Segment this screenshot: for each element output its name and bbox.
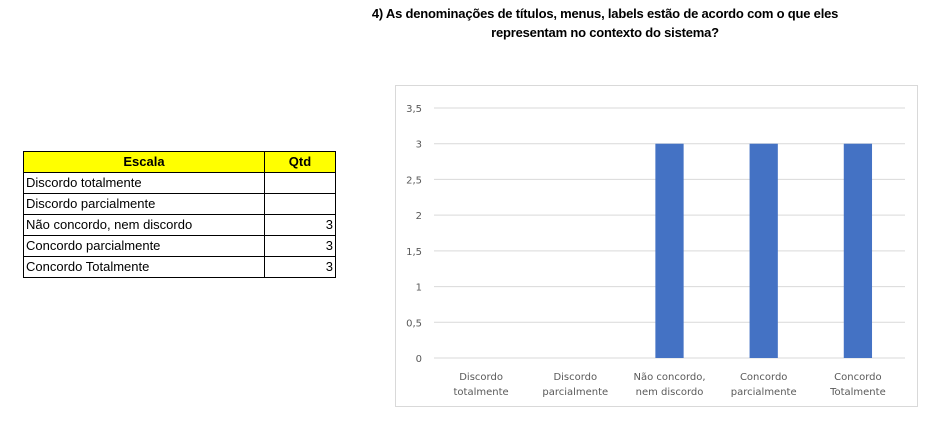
header-qtd: Qtd [264, 151, 336, 173]
row-label: Não concordo, nem discordo [23, 214, 265, 236]
bar [655, 143, 684, 358]
x-tick-label: Totalmente [829, 387, 886, 398]
bar [749, 143, 778, 358]
x-tick-label: nem discordo [636, 387, 704, 398]
row-label: Discordo totalmente [23, 172, 265, 194]
row-qtd [264, 172, 336, 194]
x-tick-label: totalmente [454, 387, 509, 398]
table-row: Discordo totalmente [23, 172, 336, 194]
x-tick-label: Discordo [553, 372, 597, 383]
row-qtd: 3 [264, 235, 336, 257]
y-tick-label: 1,5 [406, 247, 422, 258]
y-tick-label: 1 [416, 283, 422, 294]
y-tick-label: 3 [416, 140, 422, 151]
chart-title-line-2: representam no contexto do sistema? [491, 25, 719, 40]
row-label: Concordo parcialmente [23, 235, 265, 257]
x-tick-label: parcialmente [542, 387, 608, 398]
chart-area: 0 0,5 1 1,5 2 2,5 3 3,5 Discordo totalmente Discor… [395, 85, 918, 407]
x-tick-label: Discordo [459, 372, 503, 383]
table-row: Não concordo, nem discordo 3 [23, 214, 336, 236]
scale-table: Escala Qtd Discordo totalmente Discordo … [23, 151, 336, 278]
table-row: Concordo parcialmente 3 [23, 235, 336, 257]
y-tick-label: 2,5 [406, 175, 422, 186]
table-header-row: Escala Qtd [23, 151, 336, 173]
y-tick-label: 3,5 [406, 104, 422, 115]
row-qtd [264, 193, 336, 215]
bar-chart: 0 0,5 1 1,5 2 2,5 3 3,5 Discordo totalmente Discor… [406, 104, 905, 398]
row-label: Concordo Totalmente [23, 256, 265, 278]
x-tick-label: Concordo [834, 372, 881, 383]
chart-title-line-1: 4) As denominações de títulos, menus, la… [371, 6, 839, 21]
y-tick-label: 0,5 [406, 318, 422, 329]
y-tick-label: 2 [416, 211, 422, 222]
bar [843, 143, 873, 358]
x-tick-label: Não concordo, [633, 372, 705, 383]
table-row: Discordo parcialmente [23, 193, 336, 215]
row-qtd: 3 [264, 256, 336, 278]
y-tick-label: 0 [416, 354, 422, 365]
header-escala: Escala [23, 151, 265, 173]
row-qtd: 3 [264, 214, 336, 236]
x-tick-label: parcialmente [731, 387, 797, 398]
row-label: Discordo parcialmente [23, 193, 265, 215]
chart-title: 4) As denominações de títulos, menus, la… [340, 4, 870, 42]
x-tick-label: Concordo [740, 372, 787, 383]
table-row: Concordo Totalmente 3 [23, 256, 336, 278]
